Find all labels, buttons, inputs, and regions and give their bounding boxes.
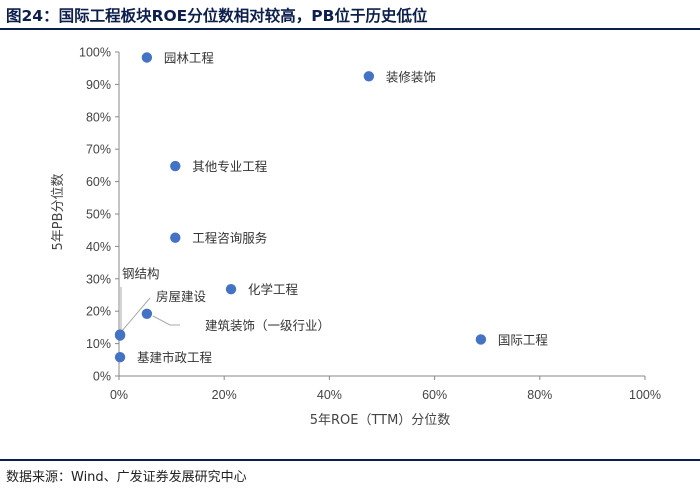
point-label: 园林工程 (164, 51, 215, 66)
point-label: 其他专业工程 (192, 159, 268, 174)
figure-title: 图24：国际工程板块ROE分位数相对较高，PB位于历史低位 (6, 7, 428, 25)
y-tick-label: 60% (86, 175, 111, 189)
y-tick-label: 30% (86, 272, 111, 286)
x-axis-label: 5年ROE（TTM）分位数 (310, 413, 451, 428)
x-tick-label: 40% (317, 388, 342, 402)
y-tick-label: 90% (86, 78, 111, 92)
scatter-point (114, 352, 126, 363)
data-source: 数据来源：Wind、广发证券发展研究中心 (6, 470, 247, 485)
x-tick-label: 20% (212, 388, 237, 402)
x-tick-label: 80% (527, 388, 552, 402)
x-tick-label: 100% (629, 388, 661, 402)
x-tick-label: 60% (422, 388, 447, 402)
footer-divider (0, 459, 700, 461)
leader-line (120, 297, 151, 333)
point-label: 基建市政工程 (137, 350, 213, 365)
y-axis-label: 5年PB分位数 (51, 173, 66, 250)
y-tick-label: 20% (86, 305, 111, 319)
y-tick-label: 70% (86, 143, 111, 157)
scatter-point (141, 308, 153, 319)
data-points (114, 52, 487, 363)
y-tick-label: 0% (93, 370, 111, 384)
y-tick-label: 50% (86, 208, 111, 222)
leader-line (152, 315, 180, 326)
tick-labels: 0% 10% 20% 30% 40% 50% 60% 70% 80% 90% 100% 0% 20% 40… (79, 46, 661, 403)
point-label: 国际工程 (498, 332, 549, 347)
scatter-chart: 0% 10% 20% 30% 40% 50% 60% 70% 80% 90% 100% 0% 20% 40… (51, 46, 661, 429)
point-label: 装修装饰 (386, 69, 436, 84)
scatter-point (475, 334, 487, 345)
scatter-point (363, 71, 375, 82)
y-tick-label: 80% (86, 110, 111, 124)
point-label: 房屋建设 (156, 289, 207, 304)
title-divider (0, 28, 700, 30)
x-tick-label: 0% (110, 388, 128, 402)
scatter-point (114, 330, 126, 341)
scatter-point (170, 160, 181, 172)
scatter-point (170, 232, 181, 243)
point-label: 建筑装饰（一级行业） (205, 318, 330, 333)
y-tick-label: 40% (86, 240, 111, 254)
y-tick-label: 100% (79, 46, 111, 60)
y-tick-label: 10% (86, 337, 111, 351)
scatter-point (141, 52, 153, 63)
point-label: 工程咨询服务 (192, 231, 267, 246)
axes (115, 51, 646, 380)
leader-lines (120, 287, 180, 333)
point-label: 化学工程 (248, 282, 299, 297)
scatter-point (225, 283, 237, 295)
point-label: 钢结构 (122, 266, 160, 281)
